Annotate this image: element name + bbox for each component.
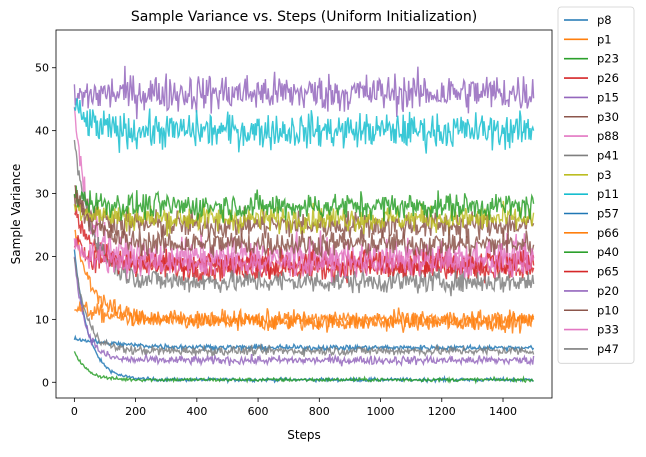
y-tick-label: 40	[35, 125, 49, 138]
y-tick-label: 10	[35, 313, 49, 326]
legend-label-p8: p8	[597, 13, 612, 27]
y-tick-label: 50	[35, 62, 49, 75]
legend-label-p1: p1	[597, 32, 612, 46]
x-tick-label: 400	[186, 405, 207, 418]
series-line-p11	[73, 98, 535, 154]
x-axis-label: Steps	[287, 428, 321, 442]
chart-title: Sample Variance vs. Steps (Uniform Initi…	[131, 9, 477, 25]
y-tick-label: 20	[35, 250, 49, 263]
x-tick-label: 800	[309, 405, 330, 418]
x-tick-label: 1000	[367, 405, 395, 418]
series-line-p23	[73, 351, 534, 385]
series-line-p10	[74, 185, 535, 259]
y-tick-label: 0	[42, 376, 49, 389]
series-line-p47	[73, 257, 535, 358]
series-line-p41	[73, 139, 535, 297]
legend-label-p10: p10	[597, 303, 619, 317]
legend-label-p57: p57	[597, 207, 619, 221]
series-line-p20	[73, 256, 535, 367]
legend-label-p47: p47	[597, 342, 619, 356]
legend: p8 p1 p23 p26 p15 p30 p88 p41 p3 p11 p57 p66 p40 p65 p…	[557, 6, 635, 364]
series-line-p40	[73, 185, 535, 223]
legend-label-p65: p65	[597, 265, 619, 279]
y-axis: 0 10 20 30 40 50	[35, 62, 56, 389]
x-tick-label: 0	[71, 405, 78, 418]
series-line-p66	[74, 229, 535, 331]
series-line-p15	[73, 65, 535, 120]
legend-label-p33: p33	[597, 323, 619, 337]
x-tick-label: 200	[125, 405, 146, 418]
plot-frame	[55, 29, 553, 399]
legend-label-p26: p26	[597, 71, 619, 85]
legend-label-p40: p40	[597, 245, 619, 259]
series-layer	[73, 65, 535, 385]
legend-label-p23: p23	[597, 52, 619, 66]
legend-label-p30: p30	[597, 110, 619, 124]
x-tick-label: 1400	[489, 405, 517, 418]
x-axis: 0 200 400 600 800 1000 1200 1400	[71, 398, 517, 418]
legend-label-p88: p88	[597, 129, 619, 143]
y-tick-label: 30	[35, 188, 49, 201]
legend-box	[557, 6, 635, 364]
x-tick-label: 1200	[428, 405, 456, 418]
legend-label-p20: p20	[597, 284, 619, 298]
legend-label-p15: p15	[597, 90, 619, 104]
legend-label-p3: p3	[597, 168, 612, 182]
legend-label-p66: p66	[597, 226, 619, 240]
series-line-p33	[73, 238, 535, 283]
y-axis-label: Sample Variance	[9, 164, 23, 265]
legend-label-p41: p41	[597, 148, 619, 162]
legend-label-p11: p11	[597, 187, 619, 201]
x-tick-label: 600	[248, 405, 269, 418]
